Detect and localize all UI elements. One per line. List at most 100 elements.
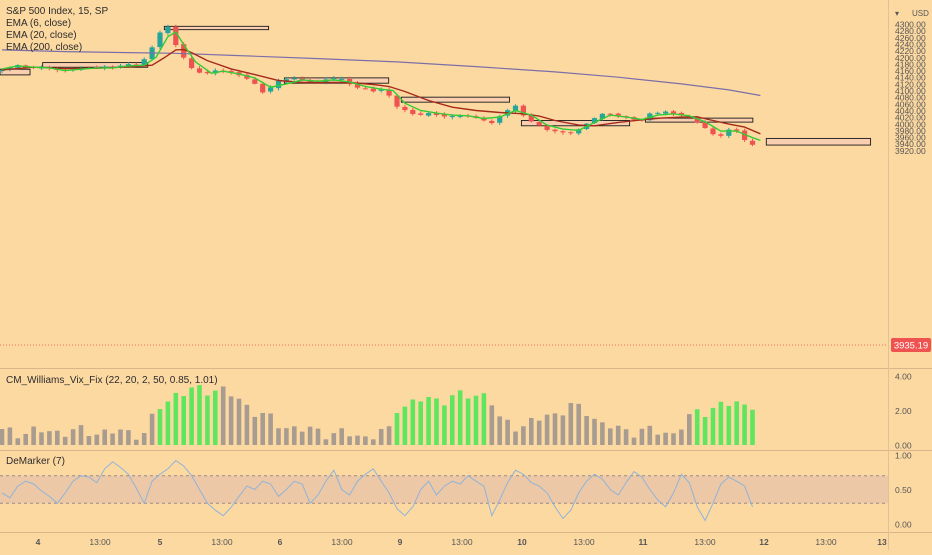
demarker-tick-label: 1.00 (895, 451, 912, 461)
vix-bar (165, 401, 171, 445)
candle (742, 128, 748, 142)
candle (615, 112, 621, 118)
ema6-legend[interactable]: EMA (6, close) (6, 18, 71, 29)
price-tick-label: 3920.00 (895, 146, 926, 156)
time-tick-label: 12 (759, 537, 769, 547)
vix-bar (418, 401, 423, 445)
zone-box[interactable] (765, 137, 872, 146)
vix-bar (434, 398, 439, 445)
price-tick-label: 4100.00 (895, 86, 926, 96)
vix-bar (687, 414, 692, 445)
vix-bar (220, 386, 226, 445)
vix-bar (386, 426, 392, 445)
vix-bar (157, 409, 163, 445)
price-tick-label: 4160.00 (895, 66, 926, 76)
time-tick-label: 6 (278, 537, 283, 547)
candle (536, 120, 542, 127)
vix-bar (608, 428, 613, 445)
vix-bar (663, 432, 668, 445)
price-tick-label: 4080.00 (895, 93, 926, 103)
vix-bar (584, 416, 589, 445)
vix-bar (141, 433, 147, 445)
vix-bar (134, 439, 139, 445)
candle (354, 80, 361, 90)
price-tick-label: 4000.00 (895, 119, 926, 129)
zone-box[interactable] (400, 96, 511, 103)
candle (291, 76, 297, 81)
vix-bar (70, 429, 76, 445)
vix-bar (505, 419, 510, 445)
price-tick-label: 4220.00 (895, 46, 926, 56)
chart-title[interactable]: S&P 500 Index, 15, SP (6, 6, 108, 17)
demarker-legend[interactable]: DeMarker (7) (6, 456, 65, 467)
candle (157, 30, 163, 50)
candle (512, 104, 519, 114)
vix-bar (213, 390, 218, 445)
currency-arrow-icon: ▾ (895, 9, 899, 18)
vix-bar (0, 429, 5, 445)
vix-legend[interactable]: CM_Williams_Vix_Fix (22, 20, 2, 50, 0.85… (6, 375, 218, 386)
zone-box[interactable] (163, 25, 270, 31)
vix-bar (181, 396, 186, 445)
candle (410, 107, 416, 116)
time-tick-label: 4 (36, 537, 41, 547)
price-tick-label: 4240.00 (895, 39, 926, 49)
vix-bar (149, 413, 155, 445)
candle (196, 66, 203, 74)
demarker-band-layer (0, 475, 888, 504)
axes-layer: 3920.003940.003960.003980.004000.004020.… (36, 20, 926, 548)
vix-bar (402, 406, 408, 445)
candle (726, 127, 732, 139)
candle (749, 138, 756, 147)
candle (560, 130, 566, 135)
vix-bar (47, 431, 52, 445)
vix-bar (307, 426, 313, 445)
vix-bar (450, 395, 455, 445)
vix-bar (252, 416, 258, 445)
vix-bar (299, 431, 305, 445)
ema200-line (1, 49, 761, 97)
ema20-legend[interactable]: EMA (20, close) (6, 30, 77, 41)
vix-tick-label: 4.00 (895, 372, 912, 382)
vix-bar (126, 430, 131, 445)
time-tick-label: 5 (158, 537, 163, 547)
vix-bar (23, 433, 28, 445)
demarker-tick-label: 0.50 (895, 485, 912, 495)
vix-bar (276, 428, 281, 445)
candle (552, 128, 558, 134)
vix-bar (623, 429, 629, 445)
vix-bar (497, 416, 502, 445)
price-tick-label: 3960.00 (895, 133, 926, 143)
vix-bar (647, 425, 653, 445)
vix-bar (394, 413, 400, 445)
vix-bar (244, 404, 250, 445)
currency-label: USD (912, 9, 929, 18)
time-tick-label: 13:00 (331, 537, 353, 547)
vix-bar (750, 409, 755, 445)
candle (165, 24, 171, 36)
ema200-legend[interactable]: EMA (200, close) (6, 42, 82, 53)
candle (718, 132, 724, 138)
vix-bar (718, 401, 724, 445)
vix-bar (378, 429, 384, 445)
vix-bar (371, 439, 376, 445)
vix-bars-layer (0, 385, 755, 445)
price-tick-label: 3980.00 (895, 126, 926, 136)
candle (576, 128, 582, 136)
vix-bar (205, 395, 210, 445)
candle (441, 112, 447, 119)
candle (283, 76, 289, 84)
zone-box[interactable] (520, 120, 631, 127)
vix-bar (323, 439, 329, 445)
vix-bar (426, 396, 431, 445)
vix-bar (671, 433, 676, 445)
vix-bar (552, 413, 558, 445)
vix-bar (31, 426, 36, 445)
vix-bar (102, 429, 107, 445)
candle (568, 131, 574, 136)
vix-bar (355, 435, 360, 445)
price-tick-label: 4060.00 (895, 99, 926, 109)
time-tick-label: 11 (639, 537, 648, 547)
